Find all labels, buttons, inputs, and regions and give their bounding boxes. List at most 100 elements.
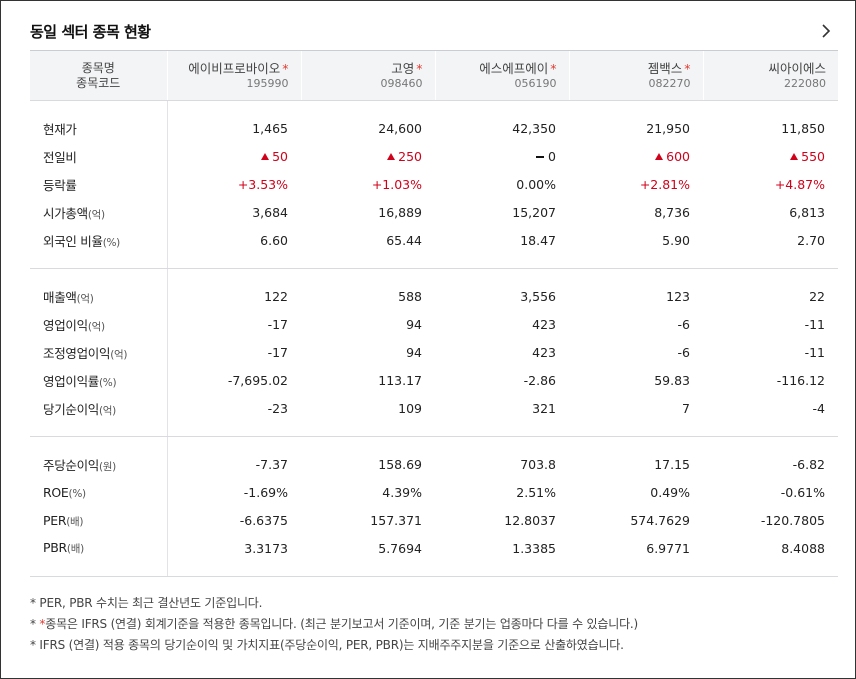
cell-opm: 59.83: [569, 367, 703, 395]
cell-pbr: 3.3173: [167, 534, 301, 577]
table-row-op: 영업이익(억) -17 94 423 -6 -11: [30, 310, 838, 339]
cell-roe: 4.39%: [301, 479, 435, 507]
cell-value: 703.8: [520, 457, 556, 473]
chevron-right-icon[interactable]: [819, 23, 833, 39]
cell-op: -6: [569, 311, 703, 339]
unchanged-dash-icon: [536, 156, 545, 158]
company-name[interactable]: 에이비프로바이오: [188, 60, 281, 76]
cell-value: -17: [267, 317, 288, 332]
table-row-adjop: 조정영업이익(억) -17 94 423 -6 -11: [30, 338, 838, 367]
row-label: 조정영업이익(억): [30, 338, 168, 367]
cell-sales: 22: [703, 269, 838, 311]
cell-pbr: 6.9771: [569, 534, 703, 577]
cell-value: 3.3173: [244, 540, 288, 556]
cell-eps: -7.37: [167, 437, 301, 479]
footnote-ifrs-text: 종목은 IFRS (연결) 회계기준을 적용한 종목입니다. (최근 분기보고서…: [45, 617, 639, 631]
cell-value: -1.69%: [243, 485, 288, 500]
cell-adjop: -17: [167, 339, 301, 367]
cell-op: 94: [301, 311, 435, 339]
cell-value: -4: [812, 400, 825, 416]
peer-comparison-table: 종목명 종목코드 에이비프로바이오 * 195990 고영 * 098460 에스에…: [30, 50, 838, 577]
cell-foreign: 5.90: [569, 226, 703, 269]
cell-pbr: 8.4088: [703, 534, 838, 577]
panel-title: 동일 섹터 종목 현황: [30, 23, 151, 41]
triangle-up-icon: [261, 153, 270, 160]
row-label-unit: (억): [76, 293, 94, 306]
ifrs-star-icon: *: [282, 60, 289, 76]
cell-pbr: 5.7694: [301, 534, 435, 577]
cell-price: 11,850: [703, 101, 838, 143]
cell-value: 16,889: [378, 205, 422, 220]
cell-value: 550: [801, 149, 825, 164]
cell-value: 2.51%: [516, 485, 556, 500]
cell-change: 550: [703, 143, 838, 171]
cell-value: 94: [406, 317, 422, 332]
row-label: PBR(배): [30, 534, 168, 577]
row-label-unit: (배): [66, 515, 84, 528]
cell-rate: +1.03%: [301, 171, 435, 199]
company-name[interactable]: 씨아이에스: [768, 60, 826, 76]
cell-value: 0.00%: [516, 177, 556, 192]
company-header-1[interactable]: 고영 * 098460: [300, 50, 435, 101]
ifrs-star-icon: *: [416, 60, 423, 76]
cell-value: 1,465: [252, 121, 288, 137]
table-row-rate: 등락률 +3.53% +1.03% 0.00% +2.81% +4.87%: [30, 170, 838, 199]
cell-eps: 17.15: [569, 437, 703, 479]
cell-value: 50: [272, 149, 288, 164]
table-row-price: 현재가 1,465 24,600 42,350 21,950 11,850: [30, 100, 838, 143]
cell-value: 6,813: [789, 205, 825, 220]
row-label: 당기순이익(억): [30, 394, 168, 437]
triangle-up-icon: [655, 153, 664, 160]
cell-adjop: -6: [569, 339, 703, 367]
company-header-2[interactable]: 에스에프에이 * 056190: [434, 50, 569, 101]
company-header-0[interactable]: 에이비프로바이오 * 195990: [166, 50, 301, 101]
cell-mcap: 3,684: [167, 199, 301, 227]
cell-value: -17: [267, 345, 288, 360]
row-label-text: 당기순이익: [43, 401, 100, 417]
cell-mcap: 15,207: [435, 199, 569, 227]
cell-change: 250: [301, 143, 435, 171]
cell-roe: -1.69%: [167, 479, 301, 507]
row-label-text: 등락률: [43, 178, 77, 193]
cell-value: 11,850: [781, 121, 825, 137]
cell-value: -116.12: [776, 373, 825, 388]
row-label: 영업이익(억): [30, 310, 168, 339]
row-label-unit: (억): [110, 349, 128, 361]
cell-value: 158.69: [378, 457, 422, 473]
company-name[interactable]: 에스에프에이: [479, 60, 549, 76]
row-label-unit: (원): [99, 461, 116, 474]
cell-value: 5.7694: [378, 540, 422, 556]
cell-per: 574.7629: [569, 507, 703, 535]
cell-value: 0.49%: [650, 485, 690, 500]
cell-value: +4.87%: [774, 177, 825, 192]
header-label-code: 종목코드: [76, 75, 121, 90]
company-code: 098460: [380, 76, 423, 90]
table-row-change: 전일비 50 250 0 600 550: [30, 142, 838, 171]
company-header-4[interactable]: 씨아이에스 222080: [702, 50, 838, 101]
row-label-text: 매출액: [43, 290, 77, 306]
cell-value: -6: [677, 317, 690, 332]
cell-value: 59.83: [654, 373, 690, 388]
row-label-unit: (배): [66, 543, 84, 556]
cell-op: 423: [435, 311, 569, 339]
table-row-eps: 주당순이익(원) -7.37 158.69 703.8 17.15 -6.82: [30, 436, 838, 479]
cell-value: 423: [532, 317, 556, 332]
cell-value: 123: [666, 289, 690, 305]
row-label-text: 외국인 비율: [43, 233, 103, 249]
cell-value: 24,600: [378, 121, 422, 137]
cell-value: +2.81%: [639, 177, 690, 192]
company-header-3[interactable]: 젬백스 * 082270: [568, 50, 703, 101]
row-label-text: 조정영업이익: [43, 346, 111, 361]
company-name[interactable]: 고영: [391, 60, 415, 76]
cell-value: 5.90: [662, 232, 690, 248]
company-name[interactable]: 젬백스: [647, 60, 683, 76]
cell-eps: 703.8: [435, 437, 569, 479]
cell-mcap: 16,889: [301, 199, 435, 227]
cell-sales: 122: [167, 269, 301, 311]
footnotes: * PER, PBR 수치는 최근 결산년도 기준입니다. * *종목은 IFR…: [30, 593, 638, 656]
row-label: PER(배): [30, 506, 168, 535]
cell-value: 109: [398, 400, 422, 416]
cell-value: 588: [398, 289, 422, 305]
cell-value: 157.371: [370, 513, 422, 528]
